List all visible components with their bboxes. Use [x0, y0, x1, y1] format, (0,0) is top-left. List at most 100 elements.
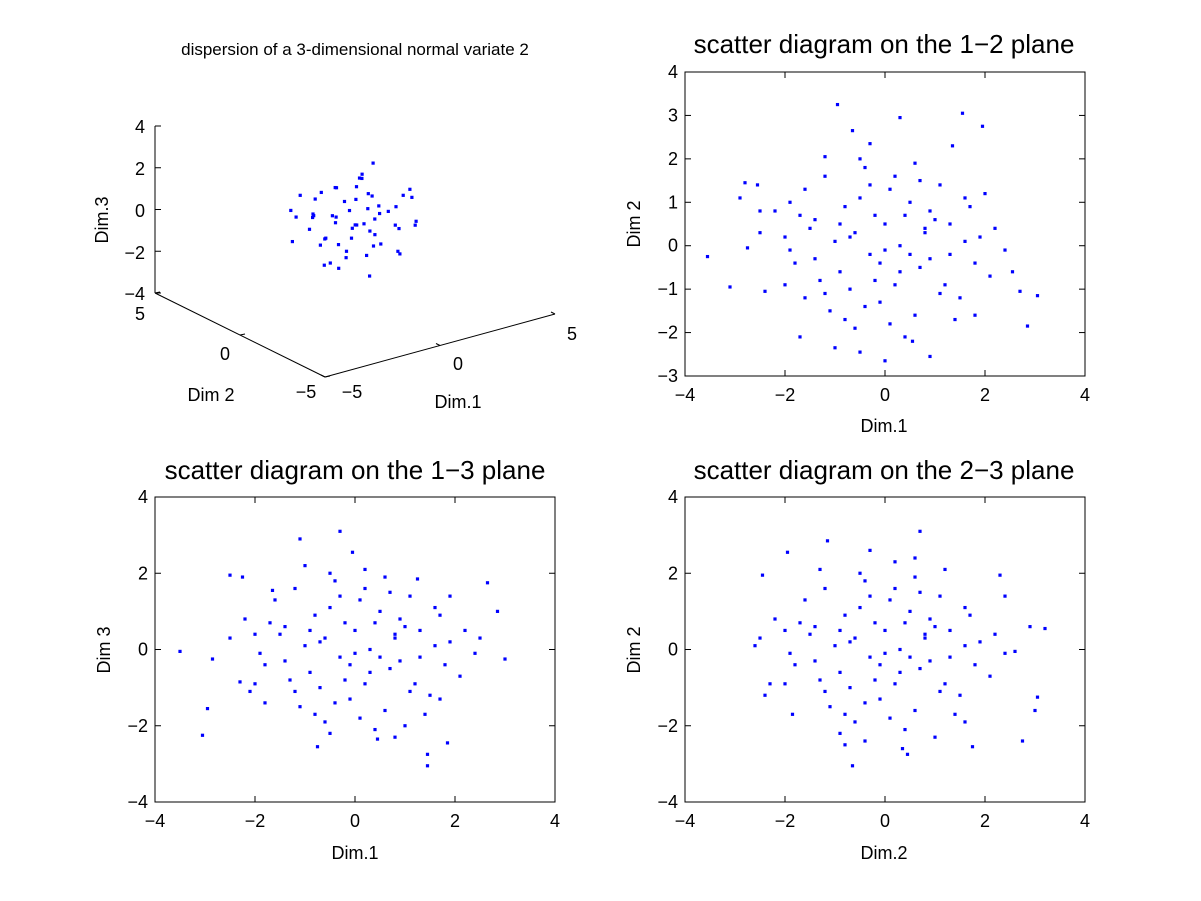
data-point — [330, 214, 334, 218]
data-point — [298, 193, 302, 197]
data-point — [948, 252, 952, 256]
data-point — [263, 701, 267, 705]
data-point — [1035, 294, 1040, 298]
data-point — [928, 354, 932, 359]
data-point — [210, 657, 215, 661]
data-point — [978, 640, 982, 644]
chart-title: scatter diagram on the 1−3 plane — [165, 455, 546, 485]
data-point — [485, 581, 490, 585]
data-point — [928, 617, 932, 621]
data-point — [1043, 626, 1047, 631]
data-point — [853, 326, 857, 330]
data-point — [360, 172, 364, 176]
data-point — [793, 663, 797, 667]
data-point — [383, 708, 387, 713]
data-point — [377, 204, 381, 208]
data-point — [333, 701, 337, 705]
data-point — [347, 208, 352, 213]
data-point — [738, 196, 742, 200]
data-point — [343, 621, 347, 625]
data-point — [1010, 270, 1015, 274]
data-point — [413, 223, 417, 227]
data-point — [315, 745, 320, 749]
data-point — [418, 655, 422, 659]
data-point — [893, 682, 897, 686]
data-point — [863, 739, 867, 743]
data-point — [344, 249, 349, 253]
data-point — [918, 666, 922, 671]
data-point — [793, 261, 797, 265]
data-point — [908, 252, 912, 256]
data-point — [788, 651, 792, 655]
data-point — [408, 594, 412, 598]
data-point — [393, 735, 397, 739]
x-tick-label: 4 — [1080, 385, 1090, 405]
data-point — [888, 716, 892, 720]
data-point — [785, 550, 790, 554]
data-point — [443, 663, 447, 667]
data-point — [263, 663, 267, 667]
data-point — [758, 209, 762, 213]
data-point — [366, 192, 370, 196]
data-point — [948, 655, 952, 659]
data-point — [878, 261, 882, 265]
data-point — [178, 649, 182, 654]
data-point — [968, 613, 972, 617]
data-point — [838, 731, 842, 735]
data-point — [438, 697, 442, 701]
data-point — [873, 213, 877, 217]
data-point — [928, 209, 932, 213]
data-point — [363, 586, 367, 591]
panel-scatter-2-3: scatter diagram on the 2−3 plane −4 −2 0 2 4… — [624, 455, 1090, 863]
data-point — [788, 200, 792, 204]
data-point — [200, 733, 205, 737]
panel-scatter-1-3: scatter diagram on the 1−3 plane −4 −2 0 2 4… — [94, 455, 560, 863]
data-point — [270, 588, 275, 593]
z-tick-label: 2 — [135, 159, 145, 179]
data-point — [1020, 739, 1025, 743]
data-point — [358, 598, 362, 602]
data-point — [758, 231, 762, 235]
data-point — [868, 548, 872, 552]
data-point — [898, 670, 902, 674]
data-point — [798, 621, 802, 625]
data-point — [858, 571, 862, 575]
y-axis-label: Dim 2 — [187, 385, 234, 405]
data-point — [311, 212, 315, 216]
y-tick-label: 4 — [668, 487, 678, 507]
data-point — [393, 632, 397, 636]
data-point — [858, 196, 862, 200]
data-point — [368, 229, 372, 233]
data-point — [938, 183, 942, 187]
y-tick-mark — [239, 333, 246, 336]
data-point — [833, 346, 837, 350]
data-point — [1033, 708, 1037, 713]
data-point — [353, 651, 357, 655]
chart-title: scatter diagram on the 1−2 plane — [694, 29, 1075, 59]
data-point — [354, 185, 359, 189]
data-point — [333, 579, 337, 583]
y-tick-label: 2 — [668, 563, 678, 583]
data-point — [843, 712, 847, 716]
data-point — [410, 195, 414, 199]
data-point — [893, 283, 897, 287]
x-tick-label: −4 — [675, 385, 696, 405]
data-point — [983, 192, 987, 196]
data-point — [355, 223, 359, 227]
y-axis-label: Dim 3 — [94, 626, 114, 673]
data-point — [379, 242, 383, 246]
data-point — [313, 613, 317, 617]
data-point — [873, 678, 877, 682]
data-point — [958, 693, 962, 697]
data-point — [288, 678, 292, 682]
data-point — [308, 670, 312, 674]
data-point — [349, 236, 354, 240]
data-point — [783, 682, 787, 686]
data-point — [313, 197, 317, 201]
data-point — [362, 222, 366, 226]
data-point — [333, 221, 338, 225]
data-point — [823, 155, 827, 159]
x-tick-label: 0 — [880, 385, 890, 405]
data-point — [790, 712, 795, 716]
x-tick-label: 4 — [1080, 811, 1090, 831]
